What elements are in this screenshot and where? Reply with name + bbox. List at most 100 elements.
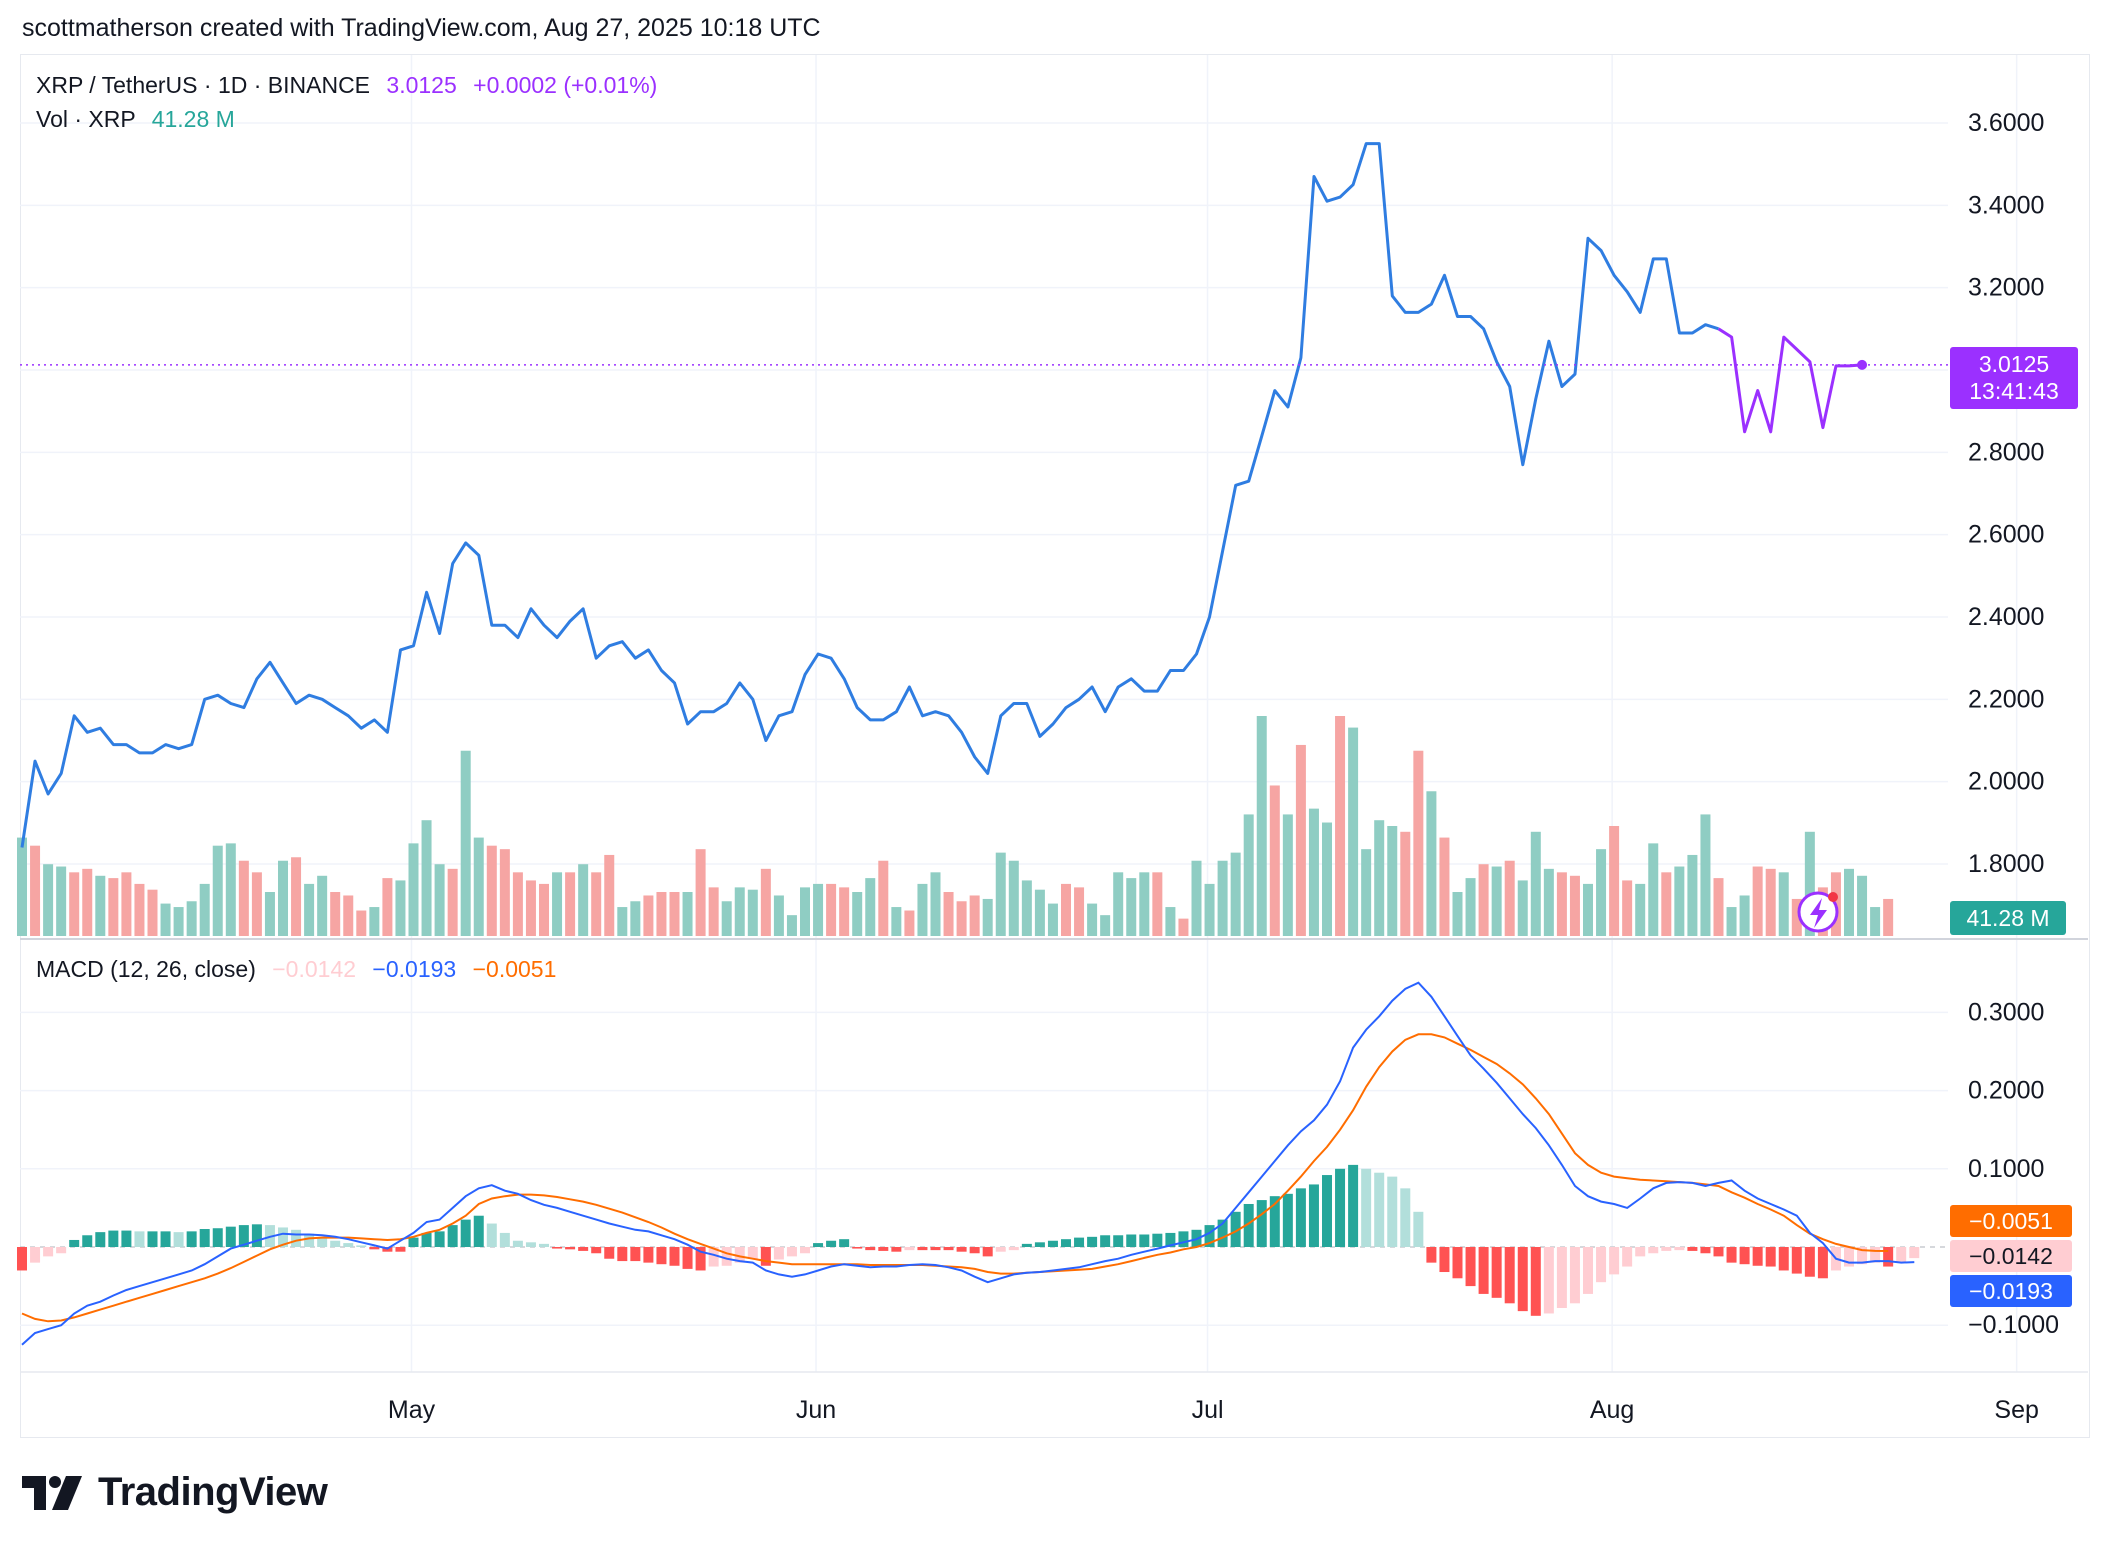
volume-bar (1269, 785, 1280, 936)
macd-tag: −0.0193 (1950, 1275, 2072, 1307)
macd-histogram-bar (56, 1247, 67, 1254)
macd-histogram-bar (173, 1232, 184, 1247)
macd-histogram-bar (278, 1227, 288, 1247)
macd-histogram-bar (525, 1242, 536, 1247)
volume-bar (408, 843, 419, 936)
macd-histogram-bar (499, 1232, 510, 1247)
macd-histogram-bar (1034, 1242, 1045, 1247)
macd-histogram-bar (1126, 1234, 1137, 1247)
volume-bar (69, 872, 80, 936)
volume-bar (1074, 887, 1085, 936)
volume-bar (1126, 878, 1137, 936)
brand-name: TradingView (98, 1470, 328, 1514)
price-legend: XRP / TetherUS · 1D · BINANCE 3.0125 +0.… (36, 72, 657, 99)
macd-histogram-bar (891, 1247, 902, 1252)
macd-histogram-bar (1530, 1247, 1541, 1316)
macd-histogram-bar (643, 1247, 654, 1263)
macd-histogram-bar (108, 1230, 119, 1247)
volume-bar (917, 883, 928, 936)
chart-panel[interactable] (20, 54, 2090, 1438)
volume-bar (434, 864, 445, 936)
volume-bar (695, 849, 706, 936)
macd-histogram-bar (1178, 1231, 1189, 1247)
macd-histogram-bar (1556, 1247, 1567, 1308)
macd-histogram-bar (225, 1226, 236, 1247)
volume-bar (1478, 864, 1489, 936)
macd-histogram-bar (760, 1247, 771, 1266)
y-tick-label: 2.4000 (1968, 603, 2044, 631)
volume-bar (930, 872, 941, 936)
macd-histogram-bar (121, 1230, 132, 1247)
macd-histogram-bar (1569, 1247, 1580, 1304)
macd-label: MACD (12, 26, close) (36, 956, 256, 982)
macd-histogram-bar (721, 1247, 732, 1266)
macd-histogram-bar (1504, 1247, 1515, 1304)
volume-legend: Vol · XRP 41.28 M (36, 106, 235, 133)
volume-bar (1752, 866, 1763, 936)
macd-signal-value: −0.0051 (472, 956, 557, 982)
macd-histogram-bar (773, 1247, 784, 1260)
volume-bar (95, 875, 106, 936)
macd-histogram-bar (17, 1247, 27, 1271)
macd-histogram-bar (1870, 1247, 1881, 1263)
volume-bar (1034, 889, 1045, 936)
macd-histogram-bar (1896, 1247, 1907, 1263)
volume-bar (212, 845, 223, 936)
volume-bar (1361, 849, 1372, 936)
volume-bar (878, 860, 889, 936)
volume-bar (1883, 898, 1894, 936)
volume-bar (264, 892, 275, 936)
macd-histogram-bar (1387, 1176, 1398, 1247)
volume-bar (669, 892, 680, 936)
macd-histogram-bar (813, 1243, 824, 1247)
macd-y-tick-label: 0.3000 (1968, 998, 2044, 1026)
macd-hist-value: −0.0142 (272, 956, 357, 982)
lightning-icon (1797, 891, 1839, 933)
volume-bar (447, 868, 458, 936)
macd-histogram-bar (1609, 1247, 1620, 1275)
volume-bar (565, 872, 576, 936)
symbol-label: XRP / TetherUS · 1D · BINANCE (36, 72, 371, 98)
volume-bar (786, 915, 797, 936)
macd-histogram-bar (1791, 1247, 1802, 1274)
macd-histogram-bar (826, 1240, 837, 1247)
volume-bar (1439, 837, 1450, 936)
volume-bar (721, 901, 732, 936)
volume-bar (1308, 808, 1319, 936)
macd-histogram-bar (486, 1223, 497, 1247)
macd-histogram-bar (421, 1232, 432, 1247)
volume-bar (486, 845, 497, 936)
volume-bar (1713, 878, 1724, 936)
x-tick-label: Jun (796, 1396, 836, 1424)
macd-histogram-bar (160, 1231, 171, 1247)
macd-histogram-bar (982, 1247, 993, 1257)
macd-histogram-bar (1400, 1188, 1411, 1247)
volume-bar (1217, 860, 1228, 936)
macd-histogram-bar (1674, 1247, 1685, 1251)
volume-bar (1844, 868, 1854, 936)
volume-bar (1178, 918, 1189, 936)
macd-histogram-bar (317, 1237, 328, 1247)
macd-histogram-bar (1322, 1175, 1332, 1247)
macd-histogram-bar (1348, 1164, 1359, 1247)
macd-histogram-bar (434, 1231, 445, 1247)
macd-histogram-bar (878, 1247, 889, 1251)
macd-histogram-bar (1778, 1247, 1789, 1271)
volume-bar (1635, 883, 1646, 936)
macd-histogram-bar (747, 1247, 758, 1259)
macd-histogram-bar (238, 1225, 249, 1247)
macd-histogram-bar (395, 1247, 406, 1252)
volume-bar (552, 872, 563, 936)
volume-bar (382, 878, 393, 936)
macd-histogram-bar (95, 1232, 106, 1247)
volume-bar (1596, 849, 1607, 936)
y-tick-label: 1.8000 (1968, 850, 2044, 878)
volume-bar (708, 887, 719, 936)
macd-histogram-bar (839, 1239, 850, 1247)
macd-histogram-bar (1622, 1247, 1633, 1267)
macd-histogram-bar (408, 1237, 419, 1247)
y-tick-label: 2.0000 (1968, 768, 2044, 796)
macd-histogram-bar (186, 1231, 197, 1247)
volume-bar (800, 887, 810, 936)
